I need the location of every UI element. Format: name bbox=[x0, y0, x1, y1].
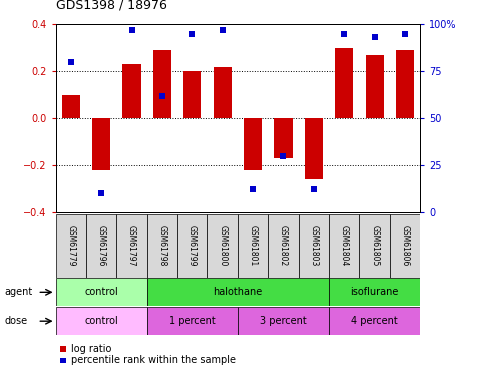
Text: GDS1398 / 18976: GDS1398 / 18976 bbox=[56, 0, 167, 11]
Text: GSM61796: GSM61796 bbox=[97, 225, 106, 266]
Bar bbox=[298, 214, 329, 278]
Text: control: control bbox=[84, 287, 118, 297]
Text: log ratio: log ratio bbox=[71, 344, 112, 354]
Text: GSM61805: GSM61805 bbox=[370, 225, 379, 266]
Bar bbox=[274, 118, 293, 158]
Text: agent: agent bbox=[5, 287, 33, 297]
Text: halothane: halothane bbox=[213, 287, 262, 297]
Bar bbox=[56, 307, 147, 335]
Bar bbox=[329, 214, 359, 278]
Bar bbox=[147, 307, 238, 335]
Bar bbox=[213, 67, 232, 118]
Bar bbox=[177, 214, 208, 278]
Point bbox=[310, 186, 318, 192]
Bar bbox=[183, 71, 201, 118]
Bar bbox=[390, 214, 420, 278]
Bar bbox=[305, 118, 323, 179]
Point bbox=[280, 153, 287, 159]
Point bbox=[128, 27, 135, 33]
Bar bbox=[359, 214, 390, 278]
Point bbox=[158, 93, 166, 99]
Text: GSM61802: GSM61802 bbox=[279, 225, 288, 266]
Point bbox=[371, 34, 379, 40]
Point bbox=[219, 27, 227, 33]
Text: GSM61798: GSM61798 bbox=[157, 225, 167, 266]
Bar bbox=[268, 214, 298, 278]
Bar bbox=[238, 307, 329, 335]
Text: GSM61804: GSM61804 bbox=[340, 225, 349, 266]
Point bbox=[249, 186, 257, 192]
Text: GSM61803: GSM61803 bbox=[309, 225, 318, 266]
Point bbox=[188, 31, 196, 37]
Text: 3 percent: 3 percent bbox=[260, 316, 307, 326]
Text: control: control bbox=[84, 316, 118, 326]
Bar bbox=[335, 48, 354, 118]
Bar bbox=[147, 214, 177, 278]
Bar bbox=[208, 214, 238, 278]
Bar bbox=[56, 214, 86, 278]
Text: GSM61806: GSM61806 bbox=[400, 225, 410, 266]
Bar bbox=[86, 214, 116, 278]
Text: dose: dose bbox=[5, 316, 28, 326]
Bar bbox=[92, 118, 110, 170]
Text: GSM61779: GSM61779 bbox=[66, 225, 75, 266]
Point bbox=[341, 31, 348, 37]
Bar bbox=[122, 64, 141, 118]
Bar bbox=[396, 50, 414, 118]
Point bbox=[97, 190, 105, 196]
Text: GSM61799: GSM61799 bbox=[188, 225, 197, 266]
Bar bbox=[56, 278, 147, 306]
Text: GSM61797: GSM61797 bbox=[127, 225, 136, 266]
Text: GSM61800: GSM61800 bbox=[218, 225, 227, 266]
Bar bbox=[62, 95, 80, 118]
Bar bbox=[153, 50, 171, 118]
Point bbox=[67, 59, 74, 65]
Text: 1 percent: 1 percent bbox=[169, 316, 216, 326]
Bar bbox=[116, 214, 147, 278]
Point bbox=[401, 31, 409, 37]
Bar bbox=[147, 278, 329, 306]
Bar bbox=[329, 307, 420, 335]
Bar bbox=[366, 55, 384, 118]
Text: isoflurane: isoflurane bbox=[351, 287, 399, 297]
Text: percentile rank within the sample: percentile rank within the sample bbox=[71, 356, 236, 365]
Bar bbox=[238, 214, 268, 278]
Text: GSM61801: GSM61801 bbox=[249, 225, 257, 266]
Text: 4 percent: 4 percent bbox=[351, 316, 398, 326]
Bar bbox=[244, 118, 262, 170]
Bar bbox=[329, 278, 420, 306]
